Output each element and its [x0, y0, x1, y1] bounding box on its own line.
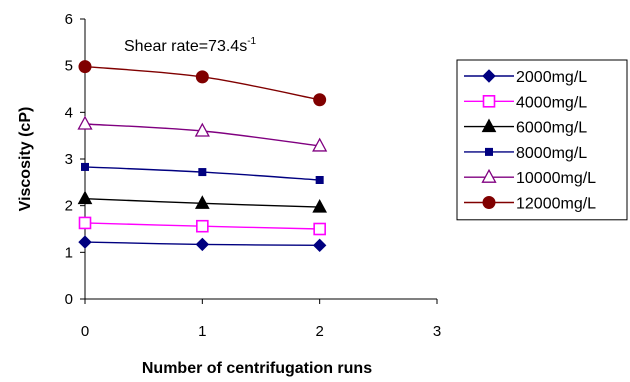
- x-tick-label: 1: [198, 323, 206, 340]
- y-tick-label: 0: [65, 291, 73, 308]
- x-tick-label: 3: [433, 323, 441, 340]
- shear-rate-superscript: -1: [247, 36, 256, 47]
- legend-item: 10000mg/L: [464, 168, 596, 187]
- series-12000mg-l: [78, 60, 327, 107]
- legend-label: 8000mg/L: [516, 145, 587, 162]
- data-point: [77, 190, 93, 205]
- legend-marker: [485, 147, 493, 156]
- legend-box: [456, 59, 628, 221]
- legend-marker: [482, 95, 496, 108]
- y-tick-label: 2: [65, 198, 73, 215]
- data-point: [196, 219, 209, 233]
- legend: 2000mg/L 4000mg/L 6000mg/L 8000mg/L 10000mg/…: [456, 59, 628, 221]
- legend-item: 2000mg/L: [464, 69, 587, 86]
- y-tick-label: 5: [65, 58, 73, 75]
- legend-label: 6000mg/L: [516, 120, 587, 137]
- data-point: [315, 176, 324, 184]
- series-layer: [77, 60, 328, 253]
- legend-label: 12000mg/L: [516, 196, 596, 213]
- legend-marker: [482, 196, 496, 209]
- y-axis-ticks: 0 1 2 3 4 5 6: [65, 11, 85, 308]
- axes: [84, 19, 437, 300]
- data-point: [78, 60, 92, 74]
- series-4000mg-l: [78, 216, 326, 236]
- y-tick-label: 6: [65, 11, 73, 28]
- series-8000mg-l: [81, 162, 324, 184]
- data-point: [195, 70, 209, 84]
- legend-marker: [481, 168, 497, 183]
- data-point: [312, 238, 327, 253]
- data-point: [195, 237, 210, 252]
- series-10000mg-l: [77, 115, 328, 152]
- legend-item: 6000mg/L: [464, 118, 587, 137]
- x-axis-ticks: 0 1 2 3: [81, 299, 441, 340]
- data-point: [194, 195, 210, 209]
- legend-item: 4000mg/L: [464, 94, 587, 111]
- series-6000mg-l: [77, 190, 328, 213]
- data-point: [313, 222, 326, 236]
- data-point: [312, 137, 328, 152]
- legend-label: 10000mg/L: [516, 170, 596, 187]
- shear-rate-text: Shear rate=73.4s: [124, 38, 247, 55]
- y-tick-label: 1: [65, 244, 73, 261]
- data-point: [194, 122, 210, 137]
- y-axis-title: Viscosity (cP): [17, 107, 34, 212]
- data-point: [312, 199, 328, 213]
- series-2000mg-l: [78, 235, 327, 253]
- legend-item: 8000mg/L: [464, 145, 587, 162]
- x-axis-title: Number of centrifugation runs: [142, 360, 372, 377]
- legend-marker: [481, 118, 497, 133]
- legend-label: 4000mg/L: [516, 94, 587, 111]
- x-tick-label: 0: [81, 323, 89, 340]
- data-point: [313, 93, 327, 107]
- shear-rate-annotation: Shear rate=73.4s-1: [124, 36, 257, 55]
- y-tick-label: 3: [65, 151, 73, 168]
- x-tick-label: 2: [315, 323, 323, 340]
- legend-marker: [482, 69, 496, 83]
- data-point: [198, 168, 207, 177]
- legend-item: 12000mg/L: [464, 196, 596, 213]
- data-point: [78, 235, 92, 249]
- data-point: [77, 115, 93, 130]
- data-point: [81, 162, 89, 171]
- y-tick-label: 4: [65, 104, 73, 121]
- data-point: [78, 216, 92, 230]
- legend-label: 2000mg/L: [516, 69, 587, 86]
